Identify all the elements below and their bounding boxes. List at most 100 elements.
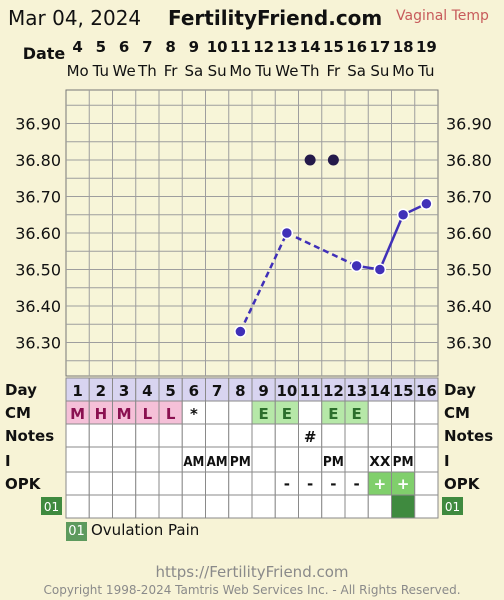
cm-value: E [352,405,362,423]
weekday-label: Su [370,62,389,80]
day-number: 10 [276,382,297,400]
cm-value: E [328,405,338,423]
ovp-badge-left-bg [41,497,62,515]
opk-value: + [374,475,387,493]
y-tick-right: 36.30 [446,334,492,353]
table-cell-cm [205,400,230,425]
weekday-label: We [275,62,298,80]
opk-value: - [354,475,360,493]
table-cell-ovp [274,494,299,519]
date-number: 15 [323,38,344,56]
temp-type: Vaginal Temp [396,8,489,24]
table-cell-cm [367,400,392,425]
weekday-label: Mo [67,62,89,80]
weekday-label: Sa [185,62,204,80]
table-cell-i [65,446,90,473]
table-cell-ovp [88,494,113,519]
intercourse-value: XX [369,455,390,470]
day-number: 7 [212,382,222,400]
row-label-opk: OPK [5,475,42,493]
weekday-label: Mo [229,62,251,80]
table-cell-notes [135,423,160,448]
discarded-temp-point [327,154,339,166]
day-number: 15 [393,382,414,400]
table-cell-ovp [181,494,206,519]
footer-url[interactable]: https://FertilityFriend.com [155,563,349,581]
table-cell-opk [205,471,230,496]
table-cell-ovp [391,494,416,519]
date-number: 16 [346,38,367,56]
date-number: 13 [276,38,297,56]
table-cell-opk [228,471,253,496]
table-cell-notes [88,423,113,448]
date-number: 18 [393,38,414,56]
date-number: 12 [253,38,274,56]
table-cell-opk [158,471,183,496]
weekday-label: Tu [92,62,109,80]
table-cell-opk [181,471,206,496]
weekday-label: Fr [164,62,179,80]
y-tick-right: 36.70 [446,188,492,207]
day-number: 4 [142,382,152,400]
discarded-temp-point [304,154,316,166]
table-cell-i [158,446,183,473]
intercourse-value: AM [207,455,228,470]
row-label-i: I [5,452,11,470]
temp-point [234,325,247,338]
date-label: Date [23,44,66,63]
day-number: 1 [72,382,82,400]
date-number: 10 [207,38,228,56]
y-tick-left: 36.60 [15,224,61,243]
weekday-label: Th [300,62,320,80]
table-cell-ovp [135,494,160,519]
table-cell-ovp [158,494,183,519]
table-cell-i [298,446,323,473]
table-cell-opk [65,471,90,496]
y-tick-left: 36.40 [15,297,61,316]
table-cell-notes [321,423,346,448]
opk-value: - [307,475,313,493]
table-cell-i [274,446,299,473]
day-number: 16 [416,382,437,400]
day-number: 8 [235,382,245,400]
intercourse-value: PM [230,455,251,470]
table-cell-i [135,446,160,473]
row-label-cm: CM [5,404,31,422]
y-tick-right: 36.80 [446,151,492,170]
table-cell-i [344,446,369,473]
cm-value: E [282,405,292,423]
weekday-label: Tu [254,62,271,80]
table-cell-notes [251,423,276,448]
table-cell-cm [228,400,253,425]
date-number: 11 [230,38,251,56]
table-cell-ovp [251,494,276,519]
temp-point [373,263,387,276]
table-cell-notes [228,423,253,448]
temp-line-segment [286,231,358,267]
date-number: 8 [165,38,175,56]
table-cell-ovp [344,494,369,519]
intercourse-value: PM [323,455,344,470]
table-cell-notes [274,423,299,448]
table-cell-i [251,446,276,473]
day-number: 6 [189,382,199,400]
footer-copyright: Copyright 1998-2024 Tamtris Web Services… [43,583,461,597]
y-tick-left: 36.50 [15,261,61,280]
cm-value: M [70,405,85,423]
row-label-notes: Notes [5,427,54,445]
day-number: 5 [165,382,175,400]
table-cell-opk [88,471,113,496]
table-cell-ovp [112,494,137,519]
day-number: 13 [346,382,367,400]
temp-point [280,226,294,240]
legend-text: Ovulation Pain [91,521,200,539]
date-number: 9 [189,38,199,56]
cm-value: E [259,405,269,423]
y-tick-right: 36.50 [446,261,492,280]
ovp-badge-right-bg [442,497,463,515]
table-cell-notes [391,423,416,448]
date-number: 4 [72,38,82,56]
site-name: FertilityFriend.com [168,6,383,30]
date-number: 6 [119,38,129,56]
table-cell-i [112,446,137,473]
